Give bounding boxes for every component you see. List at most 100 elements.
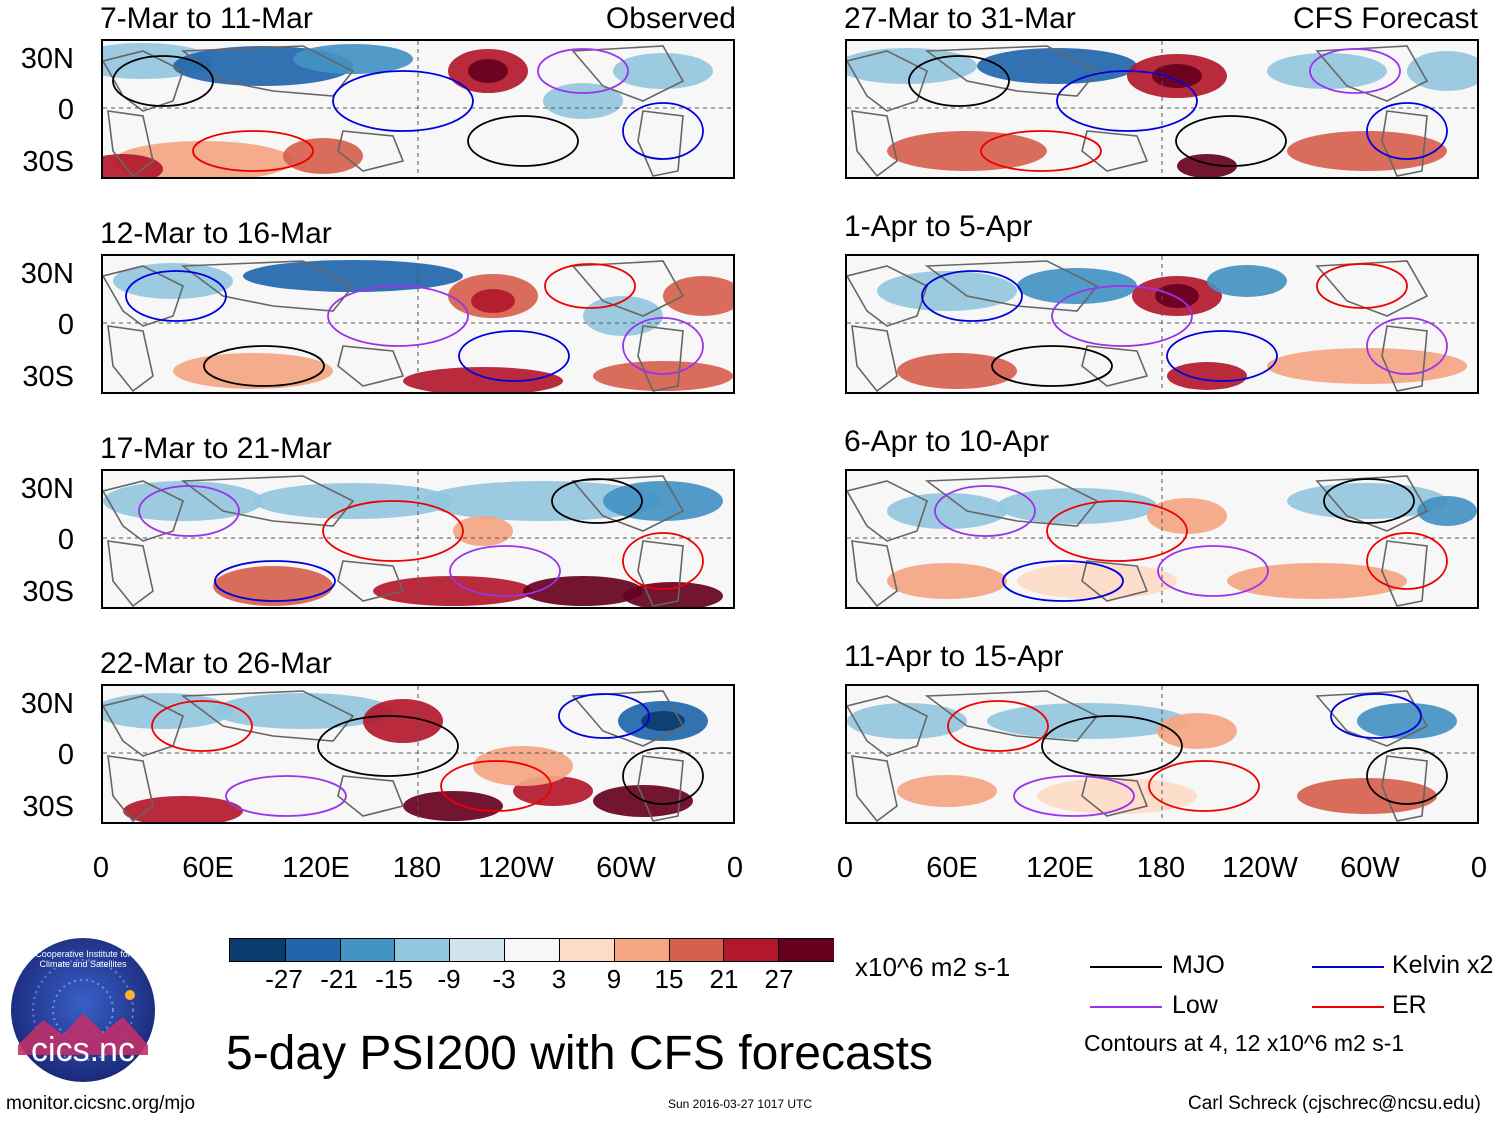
coastline — [337, 775, 405, 817]
colorbar-units: x10^6 m2 s-1 — [855, 952, 1011, 982]
anomaly-region — [473, 746, 573, 786]
anomaly-region — [1157, 713, 1237, 749]
coastline — [1315, 45, 1429, 102]
map-panel-8 — [845, 684, 1479, 824]
footer-timestamp: Sun 2016-03-27 1017 UTC — [668, 1097, 813, 1111]
lon-label-0: 0 — [726, 852, 744, 884]
anomaly-region — [213, 693, 393, 729]
contour-line — [332, 70, 474, 132]
contour-line — [551, 478, 643, 524]
lat-label-30s: 30S — [22, 576, 74, 608]
contour-line — [1330, 693, 1422, 739]
coastline — [1081, 345, 1149, 387]
lat-label-30n: 30N — [20, 473, 74, 505]
anomaly-region — [1177, 154, 1237, 177]
lat-label-eq: 0 — [57, 524, 74, 556]
lon-label-60e: 60E — [182, 852, 234, 884]
contour-line — [467, 115, 579, 167]
contour-line — [537, 48, 629, 94]
lat-label-30s: 30S — [22, 791, 74, 823]
lon-label-60w: 60W — [596, 852, 656, 884]
contour-line — [544, 263, 636, 309]
lon-label-0: 0 — [836, 852, 854, 884]
contour-line — [1051, 285, 1193, 347]
anomaly-region — [877, 271, 1017, 311]
anomaly-region — [293, 44, 413, 74]
anomaly-region — [1037, 778, 1197, 814]
colorbar-cell — [723, 939, 780, 961]
lat-label-eq: 0 — [57, 739, 74, 771]
coastline — [924, 45, 1099, 97]
contour-line — [947, 700, 1049, 752]
anomaly-region — [583, 296, 663, 336]
legend-label-er: ER — [1392, 991, 1427, 1019]
legend-line-mjo — [1090, 966, 1162, 968]
contour-line — [1041, 715, 1183, 777]
anomaly-region — [283, 138, 363, 174]
anomaly-region — [1267, 53, 1387, 89]
contour-line — [322, 500, 464, 562]
map-panel-2 — [101, 254, 735, 394]
coastline — [1315, 475, 1429, 532]
logo-text: cics.nc — [31, 1031, 135, 1069]
anomaly-region — [887, 493, 1007, 529]
contour-line — [908, 55, 1010, 107]
coastline — [107, 110, 154, 177]
coastline — [337, 130, 405, 172]
coastline — [337, 345, 405, 387]
coastline — [1381, 325, 1428, 392]
anomaly-region — [363, 699, 443, 743]
anomaly-region — [1417, 496, 1477, 526]
coastline — [637, 325, 684, 392]
panel-title-4: 22-Mar to 26-Mar — [100, 647, 332, 680]
lon-label-120e: 120E — [282, 852, 350, 884]
contour-line — [138, 485, 240, 537]
anomaly-region — [887, 131, 1047, 171]
anomaly-region — [847, 703, 967, 739]
contour-line — [1175, 115, 1287, 167]
coastline — [924, 475, 1099, 527]
contour-line — [440, 760, 552, 812]
coastline — [107, 755, 154, 822]
colorbar-tick-label: 27 — [764, 964, 794, 994]
colorbar-tick-label: -15 — [375, 964, 413, 994]
anomaly-region — [603, 481, 723, 521]
anomaly-region — [1227, 563, 1407, 599]
colorbar-tick-label: -3 — [492, 964, 516, 994]
coastline — [571, 475, 685, 532]
coastline — [851, 540, 898, 607]
colorbar-cell — [449, 939, 506, 961]
observed-label: Observed — [605, 2, 736, 35]
coastline — [1381, 110, 1428, 177]
anomaly-region — [897, 775, 997, 807]
map-field — [103, 256, 733, 392]
lon-label-120w: 120W — [478, 852, 554, 884]
contour-line — [1013, 775, 1135, 817]
anomaly-region — [1167, 362, 1247, 390]
coastline — [1315, 260, 1429, 317]
anomaly-region — [1287, 131, 1447, 171]
map-field — [847, 686, 1477, 822]
contour-line — [1366, 747, 1448, 805]
contour-line — [622, 532, 704, 590]
colorbar-tick-label: 21 — [709, 964, 739, 994]
legend-label-mjo: MJO — [1172, 951, 1225, 979]
legend-label-kelvin: Kelvin x2 — [1392, 951, 1494, 979]
contour-line — [934, 485, 1036, 537]
map-field — [847, 41, 1477, 177]
contour-line — [1366, 102, 1448, 160]
contour-line — [225, 775, 347, 817]
contour-line — [1166, 330, 1278, 382]
footer-author: Carl Schreck (cjschrec@ncsu.edu) — [1188, 1093, 1481, 1114]
anomaly-region — [897, 353, 1017, 389]
anomaly-region — [1017, 268, 1137, 304]
map-panel-3 — [101, 469, 735, 609]
map-field — [847, 256, 1477, 392]
footer-url[interactable]: monitor.cicsnc.org/mjo — [6, 1093, 196, 1114]
anomaly-region — [373, 576, 533, 606]
contour-line — [1056, 70, 1198, 132]
contour-line — [622, 747, 704, 805]
lon-label-60e: 60E — [926, 852, 978, 884]
colorbar-cell — [230, 939, 286, 961]
colorbar-cell — [504, 939, 561, 961]
